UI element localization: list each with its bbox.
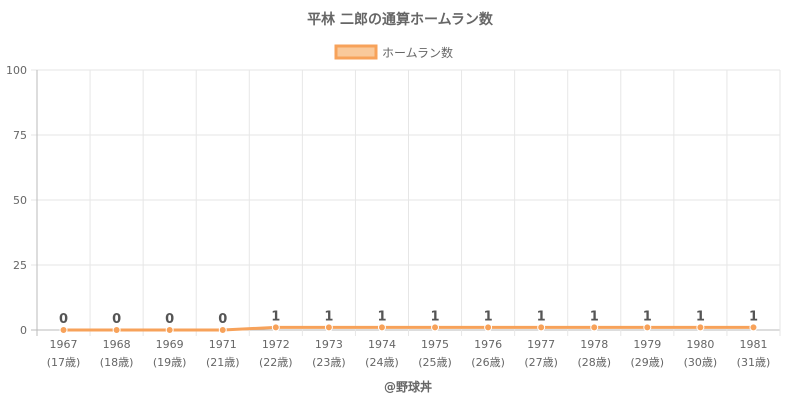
- x-tick-label: 1967 (17歳): [47, 338, 81, 369]
- data-point: [112, 326, 121, 334]
- x-tick-label: 1976 (26歳): [471, 338, 505, 369]
- data-label: 0: [59, 312, 68, 327]
- data-point: [484, 323, 493, 332]
- x-tick-label: 1979 (29歳): [631, 338, 665, 369]
- data-label: 1: [749, 309, 758, 324]
- data-label: 1: [324, 309, 333, 324]
- legend[interactable]: ホームラン数: [334, 44, 453, 60]
- y-tick-label: 50: [13, 194, 27, 207]
- data-labels: 0 0 0 0 1 1 1 1 1 1 1 1 1 1: [59, 309, 758, 327]
- data-label: 0: [112, 312, 121, 327]
- x-tick-label: 1971 (21歳): [206, 338, 240, 369]
- x-tick-label: 1980 (30歳): [684, 338, 718, 369]
- x-tick-label: 1968 (18歳): [100, 338, 134, 369]
- legend-swatch: [334, 44, 378, 60]
- data-point: [377, 323, 386, 332]
- x-tick-label: 1978 (28歳): [577, 338, 611, 369]
- x-tick-label: 1981 (31歳): [737, 338, 771, 369]
- data-point: [696, 323, 705, 332]
- x-tick-label: 1974 (24歳): [365, 338, 399, 369]
- y-tick-label: 75: [13, 129, 27, 142]
- data-label: 1: [643, 309, 652, 324]
- data-point: [165, 326, 174, 334]
- data-label: 0: [218, 312, 227, 327]
- data-point: [59, 326, 68, 334]
- credit-text: @野球丼: [384, 379, 432, 394]
- x-tick-label: 1973 (23歳): [312, 338, 346, 369]
- data-point: [324, 323, 333, 332]
- x-tick-label: 1977 (27歳): [524, 338, 558, 369]
- x-tick-label: 1972 (22歳): [259, 338, 293, 369]
- data-point: [643, 323, 652, 332]
- data-label: 1: [377, 309, 386, 324]
- data-point: [537, 323, 546, 332]
- data-point: [271, 323, 280, 332]
- y-tick-label: 0: [20, 324, 27, 337]
- x-tick-label: 1975 (25歳): [418, 338, 452, 369]
- data-point: [590, 323, 599, 332]
- grid: [31, 69, 781, 336]
- data-label: 1: [484, 309, 493, 324]
- data-label: 1: [537, 309, 546, 324]
- data-label: 1: [271, 309, 280, 324]
- legend-label: ホームラン数: [382, 45, 453, 60]
- data-label: 0: [165, 312, 174, 327]
- y-tick-label: 100: [6, 64, 27, 77]
- data-label: 1: [431, 309, 440, 324]
- data-label: 1: [696, 309, 705, 324]
- series: [59, 323, 758, 334]
- data-point: [431, 323, 440, 332]
- data-point: [749, 323, 758, 332]
- data-point: [218, 326, 227, 334]
- data-label: 1: [590, 309, 599, 324]
- chart-title: 平林 二郎の通算ホームラン数: [307, 11, 494, 28]
- x-tick-label: 1969 (19歳): [153, 338, 187, 369]
- y-tick-label: 25: [13, 259, 27, 272]
- series-line: [63, 325, 754, 332]
